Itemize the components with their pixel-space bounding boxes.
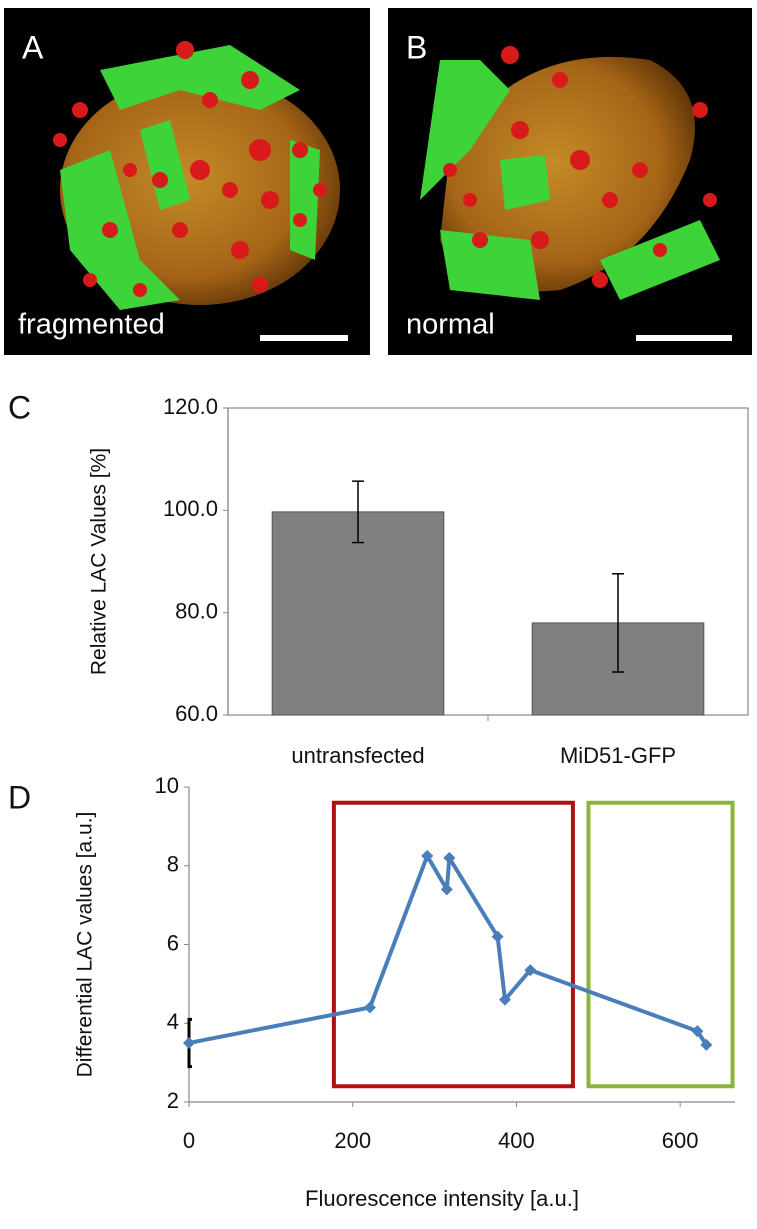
highlight-box <box>586 800 735 1089</box>
data-marker <box>700 1038 713 1051</box>
y-tick-label: 2 <box>167 1088 179 1113</box>
y-tick-label: 6 <box>167 930 179 955</box>
y-tick-label: 120.0 <box>163 394 218 419</box>
x-tick-label: 400 <box>498 1128 535 1153</box>
image-a <box>4 8 370 355</box>
x-tick-label: 0 <box>183 1128 195 1153</box>
panel-label: B <box>406 29 427 65</box>
error-bar <box>612 573 624 673</box>
data-marker <box>491 930 504 943</box>
x-tick-label: 200 <box>334 1128 371 1153</box>
y-tick-label: 8 <box>167 852 179 877</box>
x-axis-label: Fluorescence intensity [a.u.] <box>305 1186 579 1211</box>
y-tick-label: 10 <box>155 773 179 798</box>
data-marker <box>363 1001 376 1014</box>
y-axis-label: Relative LAC Values [%] <box>88 448 111 675</box>
data-line <box>188 853 709 1047</box>
image-b <box>388 8 752 355</box>
bar <box>271 511 445 716</box>
highlight-box <box>331 800 575 1089</box>
data-marker <box>691 1025 704 1038</box>
data-marker <box>440 883 453 896</box>
data-marker <box>421 849 434 862</box>
y-tick-label: 100.0 <box>163 496 218 521</box>
x-tick-label: 600 <box>662 1128 699 1153</box>
x-tick-label: untransfected <box>291 743 424 768</box>
panel-label: D <box>8 779 31 815</box>
x-tick-label: MiD51-GFP <box>560 743 676 768</box>
y-axis-label: Differential LAC values [a.u.] <box>74 812 97 1078</box>
y-tick-label: 4 <box>167 1009 179 1034</box>
error-bar <box>352 480 364 544</box>
data-marker <box>183 1036 195 1049</box>
y-tick-label: 60.0 <box>175 701 218 726</box>
panel-label: A <box>22 29 44 65</box>
image-caption: fragmented <box>18 309 165 341</box>
y-tick-label: 80.0 <box>175 598 218 623</box>
data-marker <box>524 964 537 977</box>
image-caption: normal <box>406 309 495 341</box>
data-marker <box>498 993 511 1006</box>
data-marker <box>443 851 456 864</box>
panel-label: C <box>8 389 31 425</box>
